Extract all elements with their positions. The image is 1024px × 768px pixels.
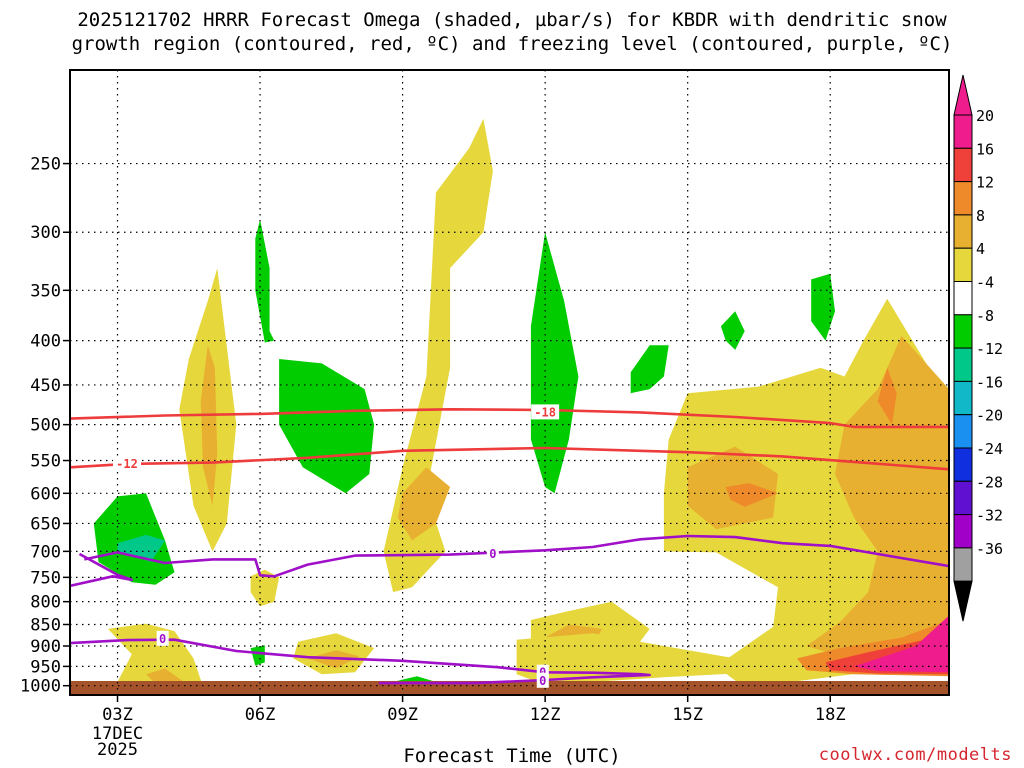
x-tick-label: 15Z <box>672 705 703 725</box>
colorbar-segment <box>953 114 973 149</box>
colorbar-label: 8 <box>976 207 985 225</box>
colorbar-segment <box>953 181 973 216</box>
y-tick-label: 450 <box>30 376 61 396</box>
y-tick-label: 400 <box>30 332 61 352</box>
shade-up-left-low-8 <box>146 668 184 684</box>
contour-label: -18 <box>534 405 556 419</box>
colorbar-segment <box>953 147 973 183</box>
colorbar-segment <box>953 547 973 582</box>
colorbar-segment <box>953 314 973 349</box>
colorbar-label: 16 <box>976 140 994 158</box>
shade-dn-small-2 <box>720 311 745 350</box>
y-tick-label: 300 <box>30 223 61 243</box>
y-tick-label: 350 <box>30 281 61 301</box>
colorbar-segment <box>953 447 973 482</box>
colorbar-label: -12 <box>976 340 1003 358</box>
y-tick-label: 550 <box>30 452 61 472</box>
credit-text: coolwx.com/modelts <box>818 745 1012 765</box>
contour-freezing-low-left <box>70 552 134 588</box>
x-tick-label: 06Z <box>245 705 276 725</box>
colorbar: 20 16 12 8 4 -4 -8 -12 -16 -20 -24 -28 -32 -36 <box>953 74 1003 622</box>
y-tick-label: 950 <box>30 657 61 677</box>
contour-dgz-lower <box>70 446 949 471</box>
time-axis: 03Z 06Z 09Z 12Z 15Z 18Z <box>102 695 846 725</box>
shade-up-low-right-12 <box>725 483 778 507</box>
plot-frame <box>69 69 950 696</box>
date-day-label: 17DEC <box>92 724 143 744</box>
shade-dn-left-core <box>117 534 165 562</box>
x-tick-label: 09Z <box>387 705 418 725</box>
colorbar-segment <box>953 281 973 316</box>
colorbar-segment <box>953 214 973 249</box>
shade-dn-small-4 <box>250 645 265 666</box>
colorbar-segment <box>953 514 973 549</box>
contour-label: 0 <box>489 547 496 561</box>
colorbar-label: -16 <box>976 373 1003 391</box>
colorbar-segment <box>953 247 973 282</box>
contour-label-bg <box>536 672 549 688</box>
contour-label: 0 <box>539 674 546 688</box>
contour-label-bg <box>486 546 499 562</box>
colorbar-label: 20 <box>976 107 994 125</box>
shade-up-col-2-core <box>397 467 451 541</box>
shade-up-low-right-12b <box>877 367 897 425</box>
shade-up-low-right-20 <box>854 615 949 673</box>
chart-title-line-1: 2025121702 HRRR Forecast Omega (shaded, … <box>77 9 947 31</box>
colorbar-label: -32 <box>976 507 1003 525</box>
colorbar-segment <box>953 380 973 416</box>
colorbar-label: 4 <box>976 240 985 258</box>
colorbar-label: -28 <box>976 473 1003 491</box>
date-label: 17DEC 2025 <box>92 724 143 760</box>
x-tick-label: 03Z <box>102 705 133 725</box>
shade-up-small-750 <box>250 569 280 607</box>
y-tick-label: 750 <box>30 568 61 588</box>
shade-dn-big-1 <box>279 359 375 494</box>
shade-dn-big-2 <box>530 232 579 494</box>
shade-up-col-2 <box>383 118 493 593</box>
contour-label: 0 <box>159 632 166 646</box>
colorbar-label: 12 <box>976 174 994 192</box>
colorbar-label: -24 <box>976 440 1003 458</box>
shade-dn-small-1 <box>630 345 669 394</box>
colorbar-over-triangle <box>953 74 973 116</box>
contour-freezing-mid <box>84 534 949 578</box>
contour-label-bg <box>156 630 169 646</box>
y-tick-label: 600 <box>30 484 61 504</box>
x-axis-label: Forecast Time (UTC) <box>403 745 621 767</box>
contour-label-bg <box>531 404 560 420</box>
pressure-axis: 2503003504004505005506006507007508008509… <box>20 155 70 697</box>
colorbar-segment <box>953 347 973 382</box>
colorbar-label: -4 <box>976 274 994 292</box>
colorbar-segment <box>953 480 973 516</box>
y-tick-label: 850 <box>30 615 61 635</box>
colorbar-label: -36 <box>976 540 1003 558</box>
y-tick-label: 1000 <box>20 677 61 697</box>
colorbar-segment <box>953 414 973 449</box>
colorbar-label: -20 <box>976 407 1003 425</box>
grid <box>70 70 949 695</box>
colorbar-label: -8 <box>976 307 994 325</box>
contour-label-bg <box>113 455 142 471</box>
x-tick-label: 18Z <box>815 705 846 725</box>
contour-label: -12 <box>116 457 138 471</box>
date-year-label: 2025 <box>97 740 138 760</box>
chart-title-line-2: growth region (contoured, red, ºC) and f… <box>71 33 953 55</box>
ground-strip <box>70 681 949 695</box>
shade-up-low-right-8b <box>806 335 949 661</box>
x-tick-label: 12Z <box>530 705 561 725</box>
y-tick-label: 250 <box>30 155 61 175</box>
shade-up-col-1-core <box>200 345 218 506</box>
y-tick-label: 700 <box>30 542 61 562</box>
shade-dn-small-3 <box>811 273 835 341</box>
colorbar-under-triangle <box>953 580 973 622</box>
y-tick-label: 650 <box>30 514 61 534</box>
y-tick-label: 800 <box>30 593 61 613</box>
contour-label: 0 <box>539 666 546 680</box>
y-tick-label: 900 <box>30 637 61 657</box>
y-tick-label: 500 <box>30 416 61 436</box>
